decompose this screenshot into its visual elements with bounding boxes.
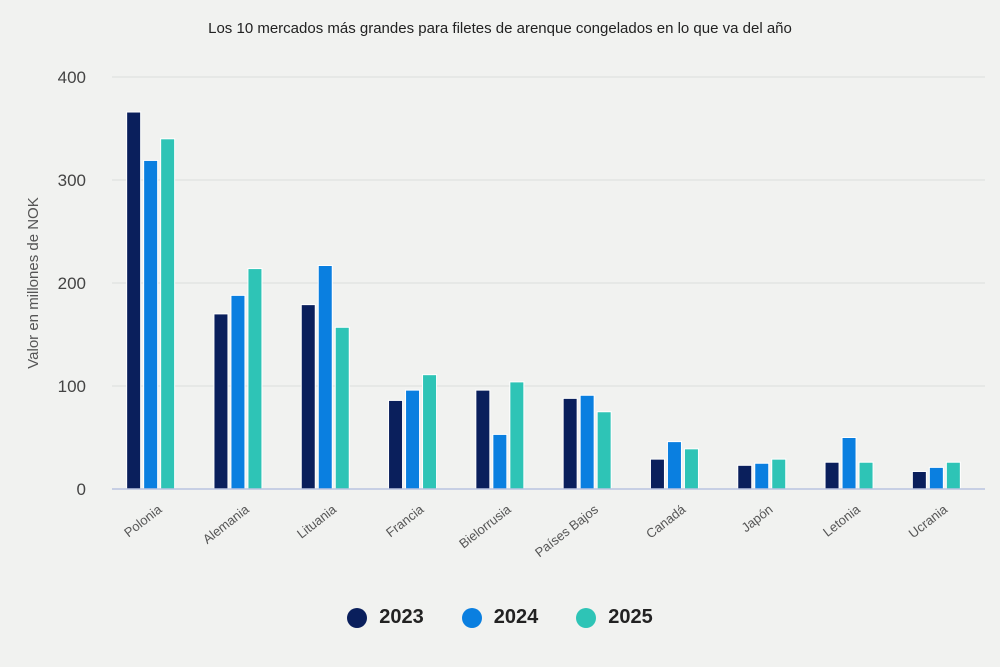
bar-2025-3[interactable] xyxy=(422,374,438,490)
bar-2024-5[interactable] xyxy=(579,394,595,490)
bar-2024-8[interactable] xyxy=(841,437,857,490)
x-tick-label: Alemania xyxy=(200,501,253,547)
chart-title: Los 10 mercados más grandes para filetes… xyxy=(208,20,792,37)
legend-swatch-2024 xyxy=(461,607,482,628)
legend-item-2024[interactable]: 2024 xyxy=(461,606,539,629)
bar-2025-1[interactable] xyxy=(247,268,263,490)
bar-2025-0[interactable] xyxy=(160,138,176,490)
y-tick-label: 400 xyxy=(58,68,86,87)
x-tick-label: Países Bajos xyxy=(532,501,601,560)
bar-2024-7[interactable] xyxy=(754,462,770,490)
legend-label: 2024 xyxy=(493,606,539,628)
x-tick-label: Lituania xyxy=(294,501,340,541)
bar-2023-4[interactable] xyxy=(475,389,491,490)
y-axis-label: Valor en millones de NOK xyxy=(25,197,42,368)
legend-swatch-2025 xyxy=(576,607,597,628)
legend-item-2025[interactable]: 2025 xyxy=(576,606,653,629)
bar-2023-1[interactable] xyxy=(213,313,229,490)
bar-2025-9[interactable] xyxy=(945,461,961,490)
bar-2025-5[interactable] xyxy=(596,411,612,490)
x-tick-label: Japón xyxy=(738,502,775,536)
x-tick-label: Polonia xyxy=(121,501,165,540)
bar-2024-1[interactable] xyxy=(230,294,246,490)
bar-2025-4[interactable] xyxy=(509,381,525,490)
legend: 2023 2024 2025 xyxy=(0,606,1000,629)
x-tick-label: Letonia xyxy=(820,501,863,540)
bar-2023-5[interactable] xyxy=(562,397,578,490)
bar-2025-6[interactable] xyxy=(683,448,699,490)
bar-2024-3[interactable] xyxy=(405,389,421,490)
bar-2023-8[interactable] xyxy=(824,461,840,490)
bar-2023-2[interactable] xyxy=(300,304,316,490)
bar-2024-0[interactable] xyxy=(143,159,159,490)
bars xyxy=(126,111,961,490)
bar-2024-9[interactable] xyxy=(928,466,944,490)
bar-2024-4[interactable] xyxy=(492,433,508,490)
bar-2023-0[interactable] xyxy=(126,111,142,490)
x-tick-label: Francia xyxy=(383,501,427,540)
bar-2025-8[interactable] xyxy=(858,461,874,490)
legend-label: 2025 xyxy=(608,606,653,628)
x-tick-label: Ucrania xyxy=(906,501,951,541)
x-tick-label: Bielorrusia xyxy=(456,501,514,551)
bar-2023-7[interactable] xyxy=(737,464,753,490)
y-axis-ticks: 0 100 200 300 400 xyxy=(58,68,86,499)
legend-label: 2023 xyxy=(379,606,424,628)
y-tick-label: 200 xyxy=(58,274,86,293)
bar-2025-7[interactable] xyxy=(771,458,787,490)
bar-2023-6[interactable] xyxy=(649,458,665,490)
x-axis-ticks: Polonia Alemania Lituania Francia Bielorrusi… xyxy=(121,501,951,560)
legend-item-2023[interactable]: 2023 xyxy=(347,606,424,629)
y-tick-label: 300 xyxy=(58,171,86,190)
bar-2024-6[interactable] xyxy=(666,441,682,490)
y-tick-label: 0 xyxy=(77,480,86,499)
bar-2023-9[interactable] xyxy=(911,470,927,490)
y-tick-label: 100 xyxy=(58,377,86,396)
bar-2024-2[interactable] xyxy=(317,264,333,490)
legend-swatch-2023 xyxy=(347,607,368,628)
bar-2025-2[interactable] xyxy=(334,326,350,490)
x-tick-label: Canadá xyxy=(643,501,689,541)
bar-2023-3[interactable] xyxy=(388,399,404,490)
